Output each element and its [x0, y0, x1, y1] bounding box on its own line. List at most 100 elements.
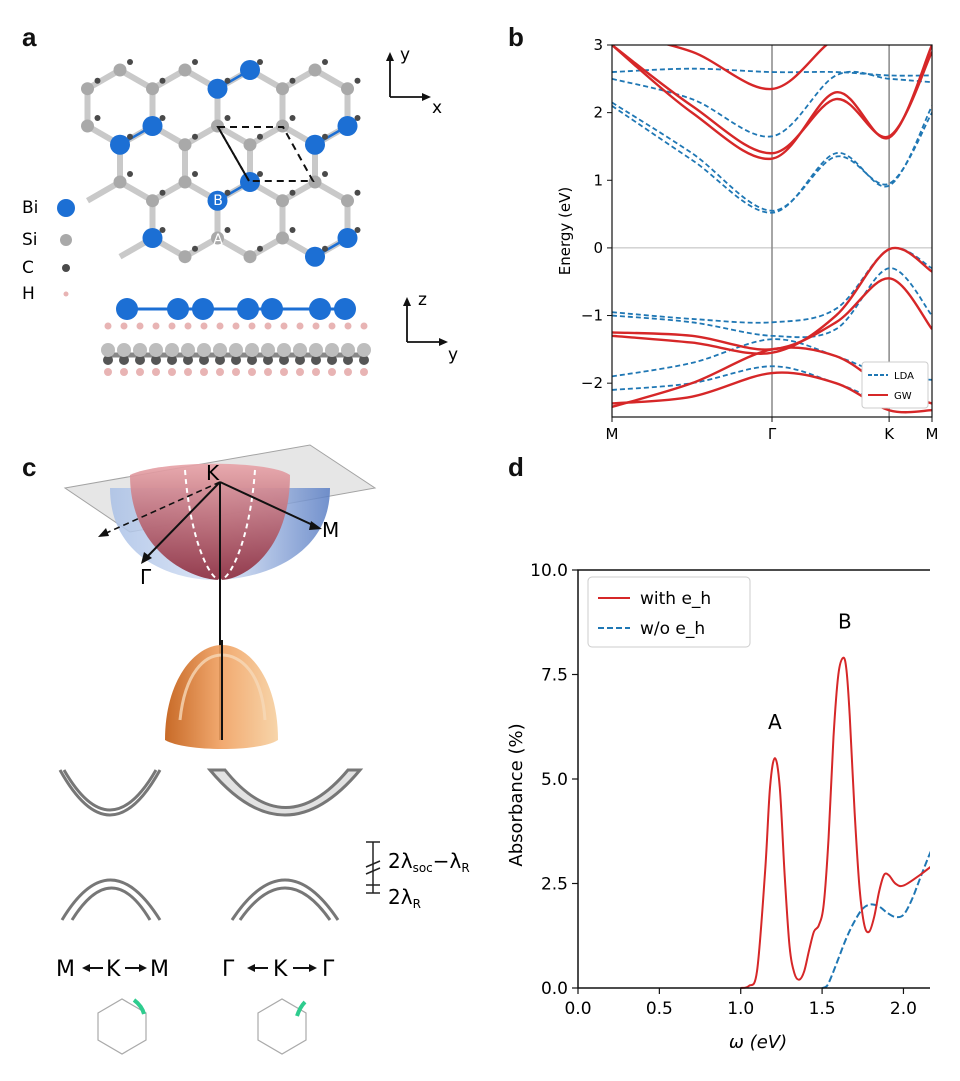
bi-atom [309, 298, 331, 320]
band-ytick-label: 1 [593, 171, 603, 189]
h-atom [280, 322, 288, 330]
svg-text:Γ: Γ [222, 957, 235, 982]
axes-side: z y [403, 290, 458, 365]
bi-atom [237, 298, 259, 320]
si-atom [243, 250, 257, 264]
c-atom [127, 133, 133, 140]
h-atom [312, 368, 320, 376]
h-atom [152, 368, 160, 376]
bi-atom [334, 298, 356, 320]
h-atom [296, 368, 304, 376]
c-atom [127, 171, 133, 177]
absorbance-series-with-eh [740, 656, 930, 989]
band-lda-5 [612, 101, 932, 212]
bz-path-right [295, 1000, 307, 1017]
axis-y-label-top: y [400, 45, 410, 65]
si-atom [341, 194, 354, 208]
c-atom [94, 77, 101, 84]
bi-atom [110, 134, 130, 155]
svg-text:K: K [106, 957, 121, 982]
c-atom [257, 59, 263, 65]
peak-label-a: A [768, 710, 782, 734]
c-atom [159, 189, 166, 196]
h-atom [360, 322, 368, 330]
c-atom [263, 355, 273, 365]
c-atom [119, 355, 129, 365]
band-lda-3 [612, 365, 932, 406]
band-xtick-label: M [926, 425, 939, 440]
h-atom [296, 322, 304, 330]
si-atom [211, 231, 224, 245]
h-atom [328, 368, 336, 376]
legend-c-marker [62, 264, 70, 272]
h-atom [344, 322, 352, 330]
h-atom [104, 322, 112, 330]
absorbance-ytick-label: 0.0 [541, 979, 568, 999]
absorbance-xlabel: ω (eV) [729, 1032, 787, 1053]
c-atom [224, 115, 231, 121]
si-atom [245, 343, 259, 357]
c-atom [159, 227, 166, 233]
c-atom [354, 77, 361, 84]
c-atom [257, 133, 263, 140]
si-atom [308, 63, 322, 77]
cone-label-m: M [322, 518, 339, 542]
band-gw-3 [612, 371, 932, 414]
legend-bi-label: Bi [22, 198, 38, 218]
h-atom [200, 322, 208, 330]
c-atom [192, 245, 198, 252]
c-atom [231, 355, 241, 365]
bi-atom [305, 246, 325, 267]
c-atom [354, 227, 361, 233]
lattice-top-view [81, 59, 361, 267]
h-atom [200, 368, 208, 376]
bi-atom [305, 134, 325, 155]
si-atom [146, 194, 159, 208]
h-atom [136, 322, 144, 330]
si-atom [178, 63, 192, 77]
h-atom [184, 368, 192, 376]
si-atom [178, 138, 192, 152]
si-atom [81, 82, 94, 96]
c-atom [103, 355, 113, 365]
c-atom [322, 171, 328, 177]
c-atom [327, 355, 337, 365]
unit-cell [216, 126, 315, 182]
si-atom [117, 343, 131, 357]
si-atom [113, 63, 127, 77]
absorbance-legend: with e_h w/o e_h [587, 576, 751, 648]
band-gw-6 [665, 45, 829, 91]
c-atom [322, 245, 328, 252]
cone-label-gamma: Γ [140, 565, 152, 589]
c-atom [167, 355, 177, 365]
c-atom [257, 245, 263, 252]
bi-atom [192, 298, 214, 320]
bi-atom [240, 172, 260, 192]
absorbance-ytick-label: 5.0 [541, 770, 568, 790]
dispersion-left [58, 769, 162, 921]
site-label-b: B [213, 193, 223, 209]
h-atom [152, 322, 160, 330]
si-atom [133, 343, 147, 357]
band-ytick-label: 3 [593, 36, 603, 54]
c-atom [224, 77, 231, 84]
si-atom [146, 82, 159, 96]
legend-h-label: H [22, 284, 35, 304]
si-atom [293, 343, 307, 357]
band-gw-5 [612, 45, 932, 155]
absorbance-xtick-label: 0.5 [646, 999, 673, 1019]
c-atom [279, 355, 289, 365]
si-atom [197, 343, 211, 357]
band-legend-gw: GW [894, 391, 912, 402]
svg-text:K: K [273, 957, 288, 982]
absorbance-ytick-label: 10.0 [530, 561, 568, 581]
si-atom [101, 343, 115, 357]
si-atom [261, 343, 275, 357]
absorbance-series-without-eh [821, 850, 930, 989]
peak-label-b: B [838, 610, 852, 634]
band-xtick-label: K [884, 425, 895, 440]
h-atom [136, 368, 144, 376]
c-atom [135, 355, 145, 365]
si-atom [309, 343, 323, 357]
si-atom [178, 250, 192, 264]
